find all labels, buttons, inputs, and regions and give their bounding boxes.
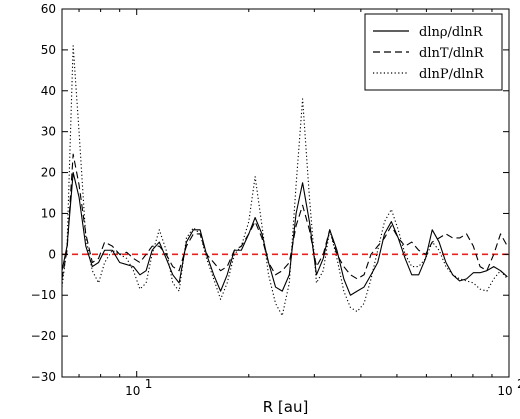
x-axis-label: R [au] — [263, 398, 309, 416]
y-tick-label: 50 — [41, 43, 56, 57]
y-tick-label: 0 — [48, 247, 56, 261]
axes-layer: −30 −20 −10 0 10 20 30 40 50 60 10 1 10 2 — [31, 2, 520, 398]
x-tick-label-exponent: 1 — [145, 377, 153, 391]
y-tick-label: −20 — [31, 329, 56, 343]
y-tick-label: 20 — [41, 166, 56, 180]
legend: dlnρ/dlnR dlnT/dlnR dlnP/dlnR — [364, 13, 503, 91]
y-tick-label: −30 — [31, 370, 56, 384]
y-tick-label: 40 — [41, 84, 56, 98]
legend-label-1: dlnρ/dlnR — [419, 25, 484, 40]
series-line-3 — [62, 45, 508, 317]
y-tick-label: 10 — [41, 206, 56, 220]
series-layer — [62, 45, 509, 317]
plot-frame — [61, 8, 510, 378]
y-tick-label: 60 — [41, 2, 56, 16]
series-line-1 — [62, 172, 508, 296]
y-tick-label: 30 — [41, 125, 56, 139]
x-tick-label: 10 — [497, 384, 512, 398]
x-tick-label-exponent: 2 — [517, 377, 520, 391]
x-tick-label: 10 — [125, 384, 140, 398]
y-tick-label: −10 — [31, 288, 56, 302]
legend-label-2: dlnT/dlnR — [419, 46, 485, 61]
series-line-2 — [62, 153, 508, 280]
legend-label-3: dlnP/dlnR — [419, 67, 485, 82]
